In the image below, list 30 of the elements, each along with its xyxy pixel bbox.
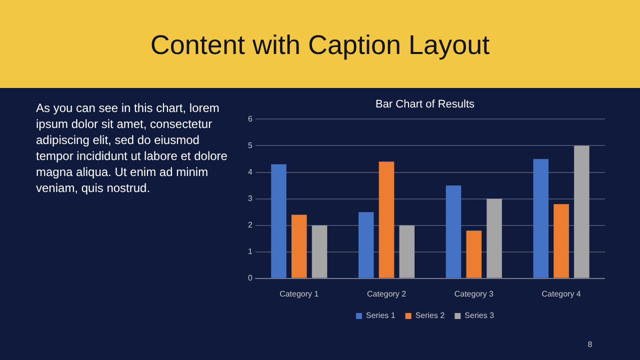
y-tick-label: 4 [248,167,253,176]
y-tick-label: 1 [248,247,253,256]
bar [378,162,394,278]
bar [399,225,415,278]
bar [312,225,328,278]
legend-label: Series 1 [366,311,396,320]
chart-title: Bar Chart of Results [375,98,476,111]
bar [533,159,549,278]
bar [466,230,482,278]
y-tick-label: 3 [248,194,253,204]
legend-label: Series 3 [464,311,495,320]
x-tick-label: Category 4 [542,289,582,298]
x-tick-label: Category 2 [366,289,407,298]
bar [358,212,374,278]
bar [271,164,286,278]
text: Content with Caption Layout [149,30,491,61]
y-tick-label: 6 [248,114,253,124]
bar [574,146,590,278]
text: As you can see in this chart, lorem ipsum dolor sit amet, consectetur adipiscing elit, sed do eiusmod tempor incididunt ut labore et dolore magna aliqua. Ut enim ad minim veniam, quis nostrud. [36,100,228,196]
text: 8 [586,340,594,349]
bar [291,214,307,278]
y-tick-label: 2 [248,220,253,230]
y-tick-label: 5 [248,140,253,150]
bar [446,186,462,278]
y-tick-label: 0 [248,274,253,283]
bar [554,204,569,278]
bar [486,198,502,278]
x-tick-label: Category 1 [280,289,320,298]
legend-label: Series 2 [415,311,446,320]
x-tick-label: Category 3 [454,289,494,298]
